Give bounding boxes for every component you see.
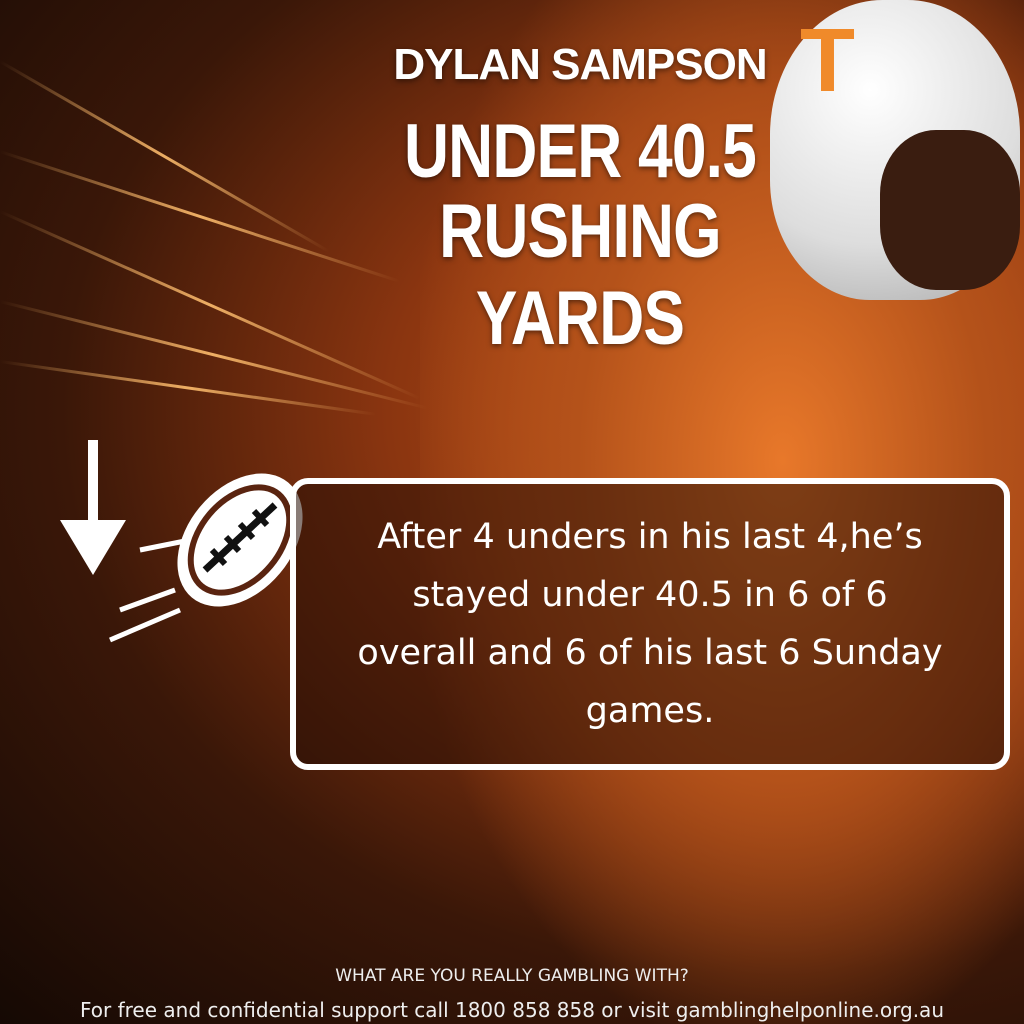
gambling-tagline: WHAT ARE YOU REALLY GAMBLING WITH? [335, 966, 689, 986]
down-arrow-icon [60, 440, 126, 575]
stat-box: After 4 unders in his last 4,he’s stayed… [290, 478, 1010, 770]
bet-line: UNDER 40.5 [403, 109, 757, 194]
bet-market: RUSHING YARDS [439, 189, 721, 361]
stat-text: After 4 unders in his last 4,he’s stayed… [357, 517, 943, 731]
player-name: DYLAN SAMPSON [393, 40, 767, 89]
football-icon [109, 473, 303, 643]
team-logo: T [800, 11, 855, 111]
gambling-support-text: For free and confidential support call 1… [79, 998, 944, 1022]
player-face [880, 130, 1020, 290]
